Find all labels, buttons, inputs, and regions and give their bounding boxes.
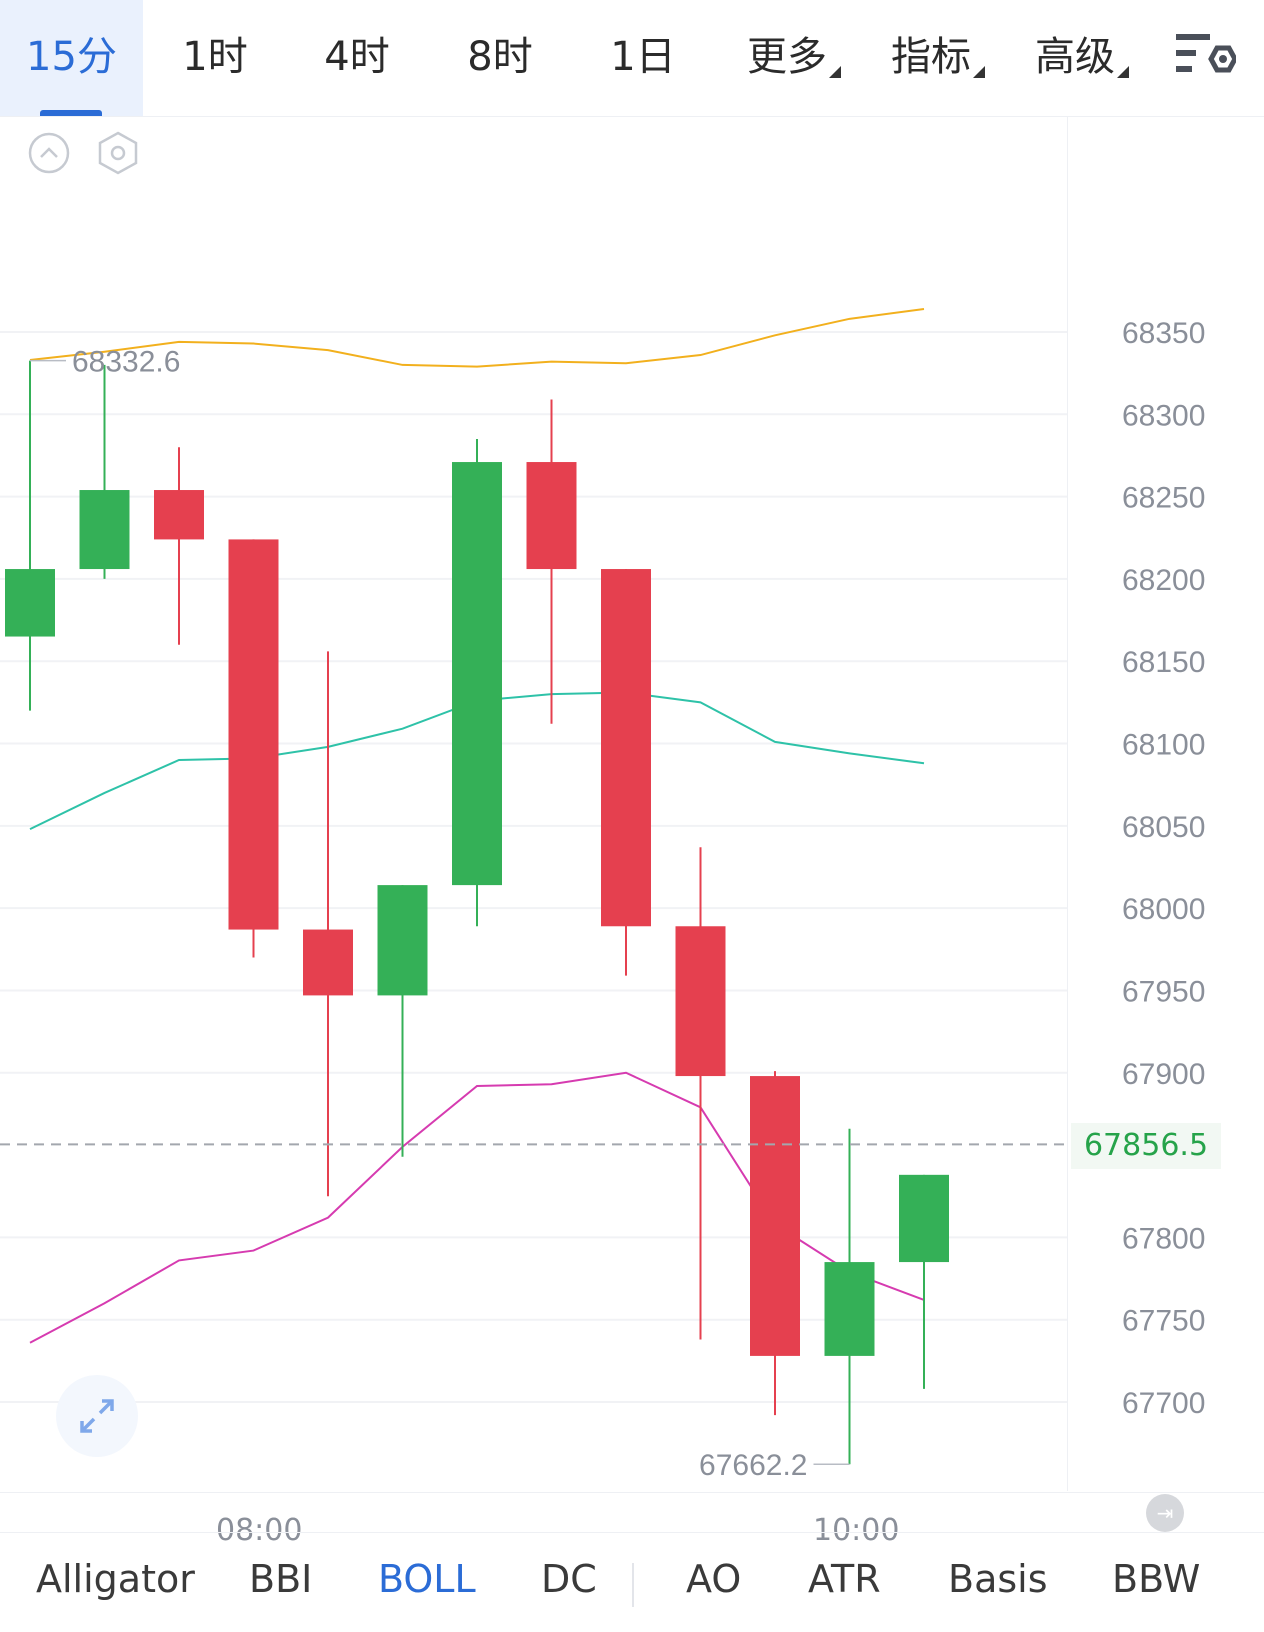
candle-body (675, 926, 726, 1077)
indicator-bbi[interactable]: BBI (249, 1557, 313, 1601)
collapse-button[interactable] (28, 132, 70, 174)
tab-15min[interactable]: 15分 (0, 0, 143, 116)
indicator-basis[interactable]: Basis (948, 1557, 1048, 1601)
hexagon-settings-icon (98, 131, 138, 175)
candle-body (303, 929, 353, 996)
y-tick-label: 67900 (1122, 1058, 1205, 1091)
y-tick-label: 68300 (1122, 399, 1205, 432)
tab-1d[interactable]: 1日 (588, 0, 698, 116)
tab-8h[interactable]: 8时 (445, 0, 555, 116)
y-tick-label: 68250 (1122, 482, 1205, 515)
y-tick-label: 67700 (1122, 1387, 1205, 1420)
active-tab-indicator (40, 110, 102, 116)
candle-body (228, 539, 279, 930)
tab-4h[interactable]: 4时 (302, 0, 412, 116)
timeframe-tabbar: 15分 1时 4时 8时 1日 更多 指标 高级 (0, 0, 1264, 117)
indicator-dc[interactable]: DC (541, 1557, 597, 1601)
expand-icon (80, 1399, 114, 1433)
tab-1d-label: 1日 (610, 34, 676, 80)
boll-upper-line (29, 307, 925, 368)
max-price-label: 68332.6 (72, 346, 180, 379)
y-tick-label: 68150 (1122, 646, 1205, 679)
dropdown-triangle-icon (973, 66, 985, 78)
advanced-dropdown-label: 高级 (1035, 34, 1115, 80)
candle-body (526, 462, 577, 570)
indicator-separator (632, 1563, 634, 1607)
y-tick-label: 67950 (1122, 975, 1205, 1008)
candle-body (154, 490, 204, 540)
indicator-bar: Alligator BBI BOLL DC AO ATR Basis BBW (0, 1532, 1264, 1632)
advanced-dropdown[interactable]: 高级 (1035, 0, 1129, 116)
list-settings-icon (1176, 34, 1238, 73)
time-axis: 08:00 10:00 (0, 1492, 1264, 1548)
chevron-up-circle-icon (28, 132, 70, 174)
indicator-settings-button[interactable] (96, 130, 140, 176)
more-dropdown[interactable]: 更多 (747, 0, 841, 116)
indicator-atr[interactable]: ATR (808, 1557, 881, 1601)
tab-15min-label: 15分 (26, 34, 117, 80)
dropdown-triangle-icon (1117, 66, 1129, 78)
indicator-boll[interactable]: BOLL (378, 1557, 476, 1601)
candle-body (601, 569, 651, 927)
time-label-0800: 08:00 (216, 1513, 303, 1548)
y-tick-label: 68100 (1122, 729, 1205, 762)
y-tick-label: 68050 (1122, 811, 1205, 844)
min-price-label: 67662.2 (699, 1449, 807, 1482)
candle-body (5, 569, 55, 637)
candle-body (899, 1174, 949, 1263)
more-dropdown-label: 更多 (747, 34, 827, 80)
candle-body (377, 885, 428, 996)
scroll-to-latest-button[interactable]: ⇥ (1146, 1494, 1184, 1532)
tab-4h-label: 4时 (324, 34, 390, 80)
current-price-label: 67856.5 (1071, 1123, 1221, 1169)
candle-body (750, 1076, 800, 1356)
indicator-ao[interactable]: AO (686, 1557, 742, 1601)
indicator-bbw[interactable]: BBW (1112, 1557, 1201, 1601)
tab-1h-label: 1时 (182, 34, 248, 80)
indicator-alligator[interactable]: Alligator (36, 1557, 195, 1601)
tab-1h[interactable]: 1时 (160, 0, 270, 116)
time-label-1000: 10:00 (813, 1513, 900, 1548)
dropdown-triangle-icon (829, 66, 841, 78)
tab-8h-label: 8时 (467, 34, 533, 80)
price-axis-border (1067, 116, 1068, 1491)
candle-body (79, 490, 130, 570)
y-tick-label: 68200 (1122, 564, 1205, 597)
chart-settings-button[interactable] (1176, 30, 1238, 86)
y-tick-label: 68000 (1122, 893, 1205, 926)
candlestick-chart[interactable]: 68350 68300 68250 68200 68150 68100 68050 68000… (0, 116, 1264, 1492)
indicator-dropdown[interactable]: 指标 (891, 0, 985, 116)
y-tick-label: 67800 (1122, 1222, 1205, 1255)
y-tick-label: 68350 (1122, 317, 1205, 350)
fullscreen-button[interactable] (56, 1375, 138, 1457)
candle-body (824, 1262, 875, 1356)
scroll-end-icon: ⇥ (1156, 1501, 1174, 1525)
indicator-dropdown-label: 指标 (891, 34, 971, 80)
candle-body (452, 462, 502, 886)
y-tick-label: 67750 (1122, 1305, 1205, 1338)
